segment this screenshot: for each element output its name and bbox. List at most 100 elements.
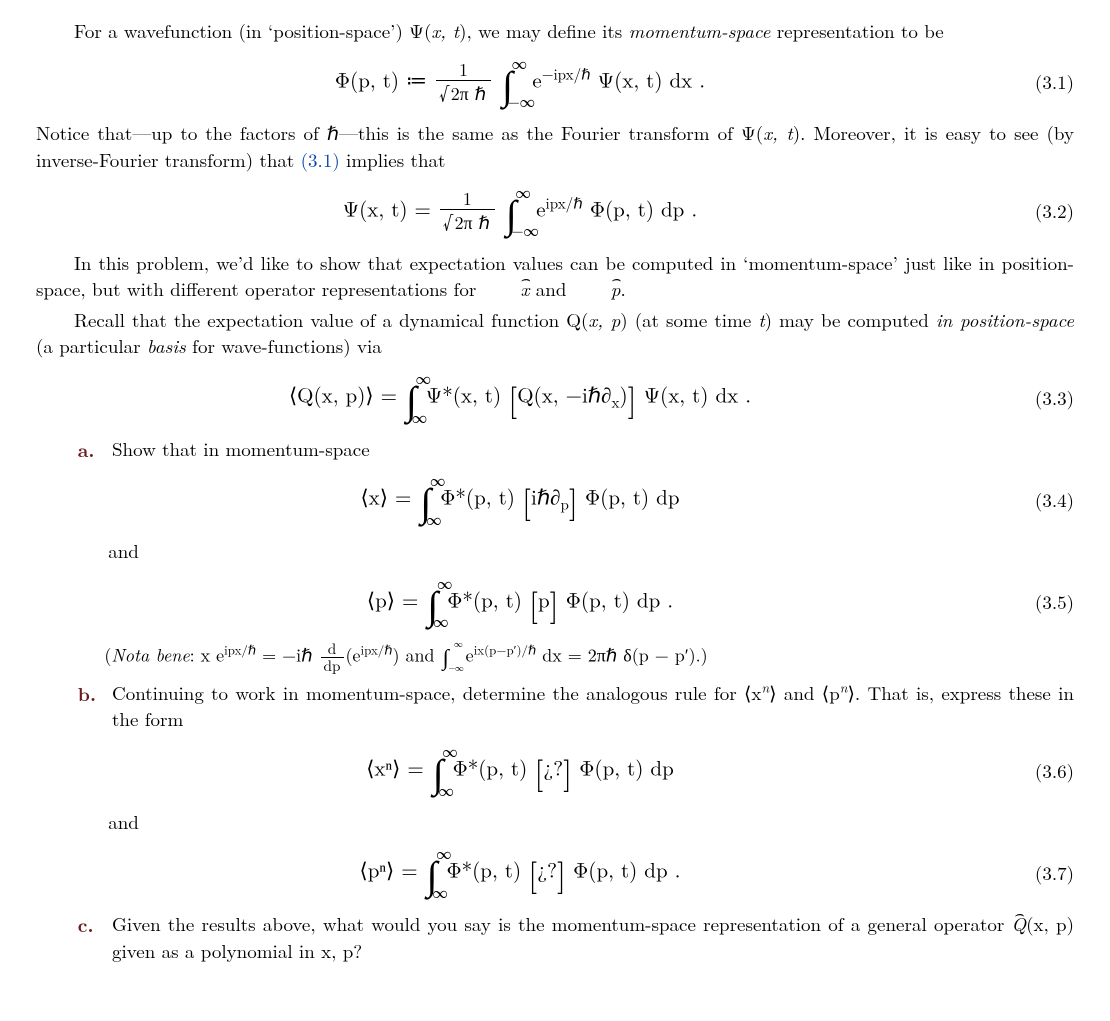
eq34-sub: p [561, 494, 569, 515]
eq33-body: ⟨Q(x, p)⟩ = ∫∞∞ Ψ*(x, t) [Q(x, −iℏ∂x)] Ψ… [36, 370, 1004, 426]
para1-b: ), we may define its [459, 17, 628, 44]
eq34-body: ⟨x⟩ = ∫∞∞ Φ*(p, t) [iℏ∂p] Φ(p, t) dp [36, 472, 1004, 528]
eq32-exp: ipx/ℏ [546, 192, 583, 213]
eq35-op: p [538, 584, 550, 614]
equation-3-6: ⟨xⁿ⟩ = ∫∞∞ Φ*(p, t) [¿?] Φ(p, t) dp (3.6… [36, 743, 1074, 799]
eq32-number: (3.2) [1004, 198, 1074, 225]
and-2: and [108, 809, 1074, 836]
eq35-body: ⟨p⟩ = ∫∞∞ Φ*(p, t) [p] Φ(p, t) dp . [36, 575, 1004, 631]
eq34-tail: Φ(p, t) dp [585, 482, 680, 512]
eq37-body: ⟨pⁿ⟩ = ∫∞∞ Φ*(p, t) [¿?] Φ(p, t) dp . [36, 845, 1004, 901]
eq31-body: Φ(p, t) ≔ 1 √2π ℏ ∫∞−∞ e−ipx/ℏ Ψ(x, t) d… [36, 55, 1004, 111]
eq36-mid: Φ*(p, t) [453, 752, 528, 782]
eq36-lhs: ⟨xⁿ⟩ = [366, 752, 430, 782]
para2-a: Notice that—up to the factors of ℏ—this … [36, 119, 763, 146]
lbracket-icon: [ [508, 375, 517, 421]
eq35-tail: Φ(p, t) dp . [566, 584, 673, 614]
item-b-label: b. [78, 680, 112, 733]
eq32-body: Ψ(x, t) = 1 √2π ℏ ∫∞−∞ eipx/ℏ Φ(p, t) dp… [36, 184, 1004, 240]
nota-bene: (Nota bene: x eipx/ℏ = −iℏ ddp(eipx/ℏ) a… [104, 641, 1074, 674]
para2-c: implies that [340, 146, 446, 173]
item-c-text: Given the results above, what would you … [112, 911, 1074, 964]
var-xt: x, t [431, 17, 459, 44]
eq35-lhs: ⟨p⟩ = [367, 584, 425, 614]
para4-b: ) (at some time [620, 306, 758, 333]
eq37-number: (3.7) [1004, 860, 1074, 887]
rbracket-icon: ] [628, 375, 637, 421]
eq32-lhs: Ψ(x, t) = [343, 193, 438, 223]
x-hat: x [483, 276, 530, 303]
para-2: Notice that—up to the factors of ℏ—this … [36, 120, 1074, 173]
eq36-tail: Φ(p, t) dp [579, 752, 674, 782]
para1-c: momentum-space [629, 17, 771, 44]
eq33-mid1: Ψ*(x, t) [426, 379, 501, 409]
eq31-e: e [532, 64, 541, 94]
para4-a: Recall that the expectation value of a d… [74, 306, 588, 333]
eq35-integral: ∫∞∞ [427, 575, 438, 631]
para4-g: for wave-functions) via [186, 332, 382, 359]
eq33-tail: Ψ(x, t) dx . [644, 379, 751, 409]
eq33-lhs: ⟨Q(x, p)⟩ = [289, 379, 404, 409]
eq37-op: ¿? [537, 855, 557, 885]
item-a-label: a. [78, 436, 112, 463]
eq31-tail: Ψ(x, t) dx . [591, 64, 705, 94]
equation-3-5: ⟨p⟩ = ∫∞∞ Φ*(p, t) [p] Φ(p, t) dp . (3.5… [36, 575, 1074, 631]
var-xt-2: x, t [763, 119, 793, 146]
nota-integral: ∫∞−∞ [443, 641, 449, 673]
para4-e: (a particular [36, 332, 147, 359]
eq37-integral: ∫∞∞ [427, 845, 438, 901]
eq31-lhs: Φ(p, t) ≔ [335, 64, 434, 94]
eq37-tail: Φ(p, t) dp . [573, 855, 680, 885]
eq36-body: ⟨xⁿ⟩ = ∫∞∞ Φ*(p, t) [¿?] Φ(p, t) dp [36, 743, 1004, 799]
equation-3-1: Φ(p, t) ≔ 1 √2π ℏ ∫∞−∞ e−ipx/ℏ Ψ(x, t) d… [36, 55, 1074, 111]
eq35-mid: Φ*(p, t) [447, 584, 522, 614]
equation-3-7: ⟨pⁿ⟩ = ∫∞∞ Φ*(p, t) [¿?] Φ(p, t) dp . (3… [36, 845, 1074, 901]
eq34-op: iℏ∂ [531, 482, 561, 512]
eq34-lhs: ⟨x⟩ = [360, 482, 418, 512]
eq31-frac-den: √2π ℏ [436, 81, 491, 104]
eq34-integral: ∫∞∞ [420, 472, 431, 528]
para-4: Recall that the expectation value of a d… [36, 307, 1074, 360]
para4-f: basis [147, 332, 186, 359]
item-a: a. Show that in momentum-space [78, 436, 1074, 463]
item-b-text: Continuing to work in momentum-space, de… [112, 680, 1074, 733]
para-1: For a wavefunction (in ‘position-space’)… [36, 18, 1074, 45]
q-hat: Q [1012, 911, 1027, 938]
para1-d: representation to be [770, 17, 943, 44]
eq31-exp: −ipx/ℏ [542, 63, 591, 84]
and-1: and [108, 538, 1074, 565]
item-c-label: c. [78, 911, 112, 964]
item-a-text: Show that in momentum-space [112, 436, 1074, 463]
para4-d: in position-space [936, 306, 1074, 333]
para3-b: and [529, 275, 572, 302]
eq36-number: (3.6) [1004, 758, 1074, 785]
para-3: In this problem, we’d like to show that … [36, 250, 1074, 303]
eq35-number: (3.5) [1004, 589, 1074, 616]
eq32-frac: 1 √2π ℏ [440, 190, 495, 232]
eq33-mid3: ) [619, 379, 627, 409]
ref-3-1[interactable]: (3.1) [301, 146, 340, 173]
equation-3-3: ⟨Q(x, p)⟩ = ∫∞∞ Ψ*(x, t) [Q(x, −iℏ∂x)] Ψ… [36, 370, 1074, 426]
eq33-mid2: Q(x, −iℏ∂ [517, 379, 611, 409]
eq33-number: (3.3) [1004, 385, 1074, 412]
var-xp: x, p [588, 306, 620, 333]
equation-3-2: Ψ(x, t) = 1 √2π ℏ ∫∞−∞ eipx/ℏ Φ(p, t) dp… [36, 184, 1074, 240]
para3-c: . [620, 275, 625, 302]
para1-a: For a wavefunction (in ‘position-space’)… [74, 17, 431, 44]
eq31-frac: 1 √2π ℏ [436, 61, 491, 103]
eq36-op: ¿? [543, 752, 563, 782]
item-b: b. Continuing to work in momentum-space,… [78, 680, 1074, 733]
eq34-number: (3.4) [1004, 487, 1074, 514]
eq34-mid: Φ*(p, t) [440, 482, 515, 512]
equation-3-4: ⟨x⟩ = ∫∞∞ Φ*(p, t) [iℏ∂p] Φ(p, t) dp (3.… [36, 472, 1074, 528]
eq37-lhs: ⟨pⁿ⟩ = [360, 855, 425, 885]
eq32-integral: ∫∞−∞ [506, 184, 517, 240]
p-hat: p [573, 276, 621, 303]
nota-frac: ddp [321, 641, 344, 674]
eq31-number: (3.1) [1004, 69, 1074, 96]
eq31-integral: ∫∞−∞ [502, 55, 513, 111]
para4-c: ) may be computed [765, 306, 936, 333]
eq37-mid: Φ*(p, t) [446, 855, 521, 885]
item-c: c. Given the results above, what would y… [78, 911, 1074, 964]
eq36-integral: ∫∞∞ [433, 743, 444, 799]
